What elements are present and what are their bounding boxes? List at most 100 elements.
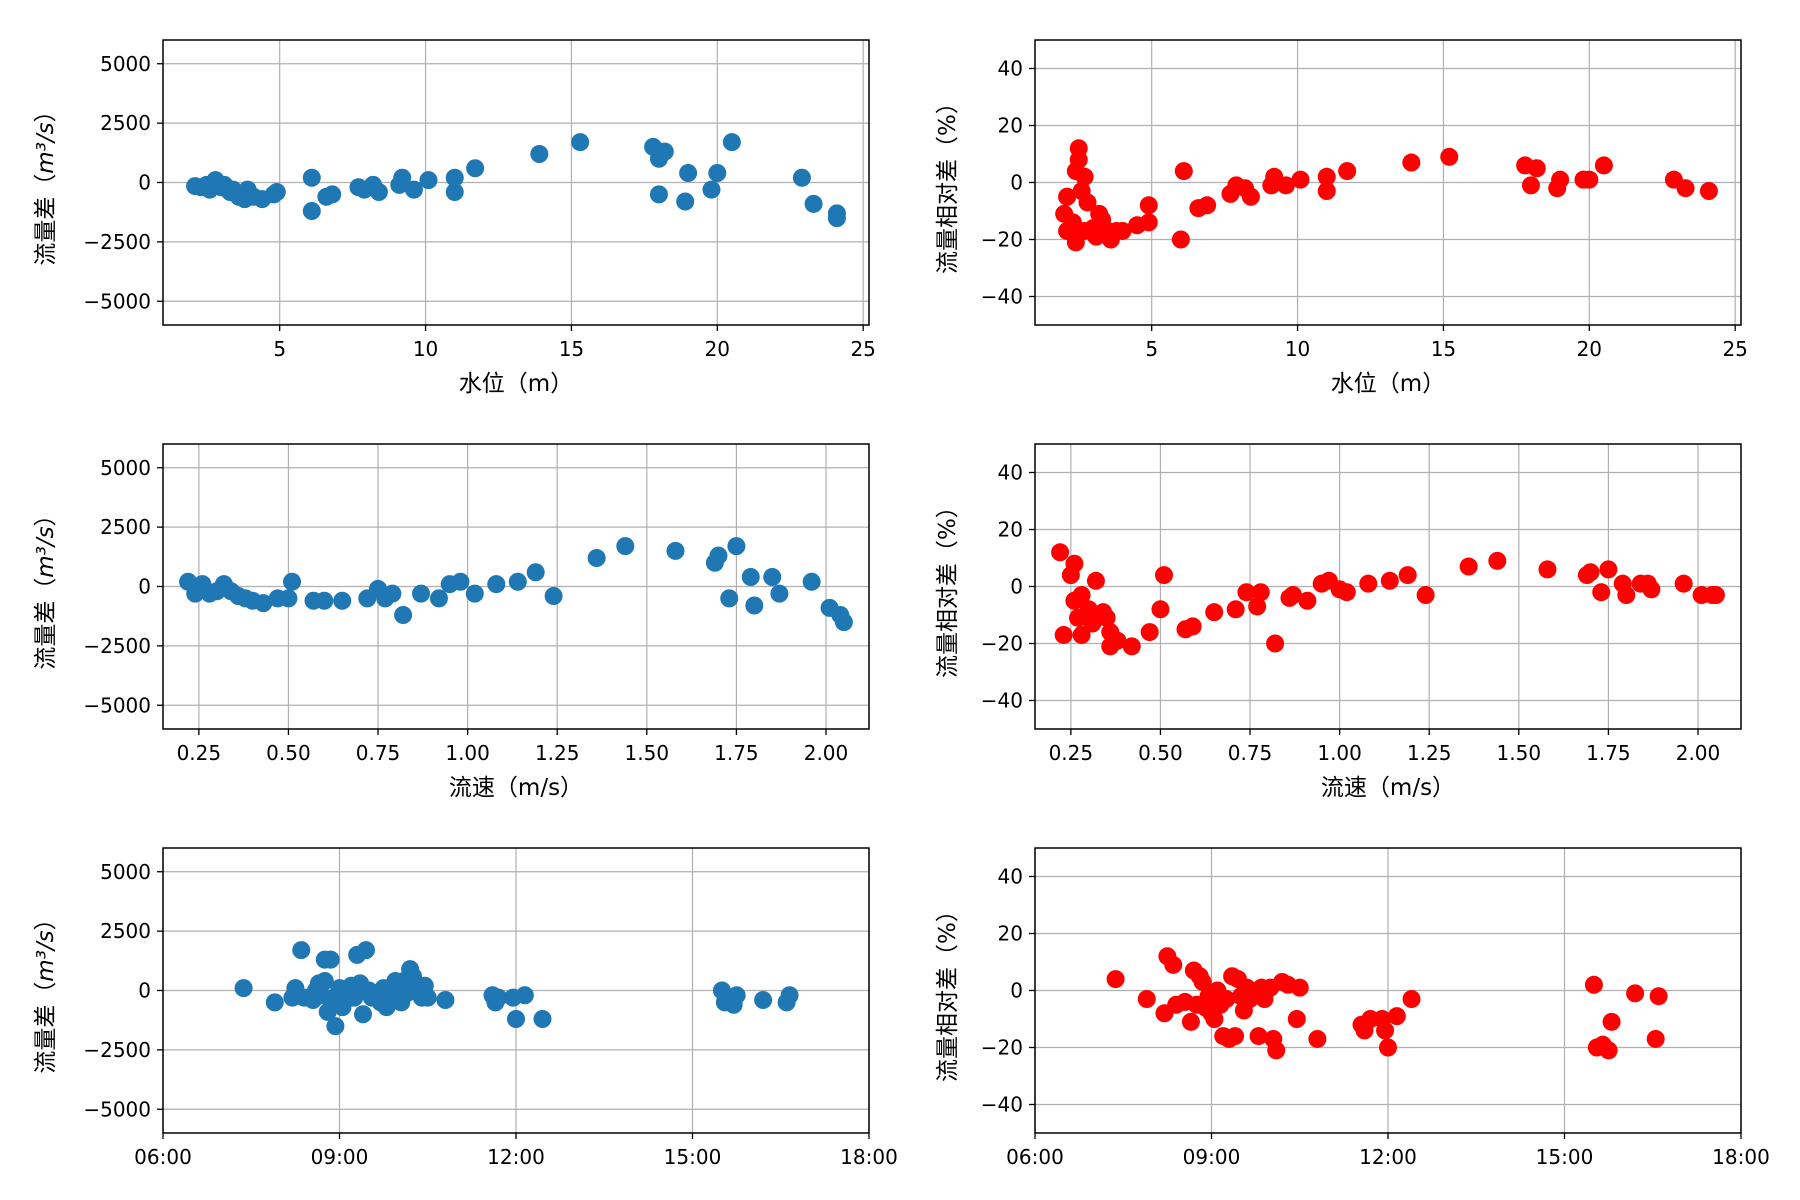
data-point [323,185,342,204]
x-tick-label: 1.75 [714,741,759,765]
data-point [1617,586,1636,605]
data-point [770,584,789,603]
data-point [1676,179,1695,198]
data-point [1581,563,1600,582]
data-point [436,991,455,1009]
x-tick-label: 0.75 [356,741,401,765]
data-point [254,594,273,613]
data-point [709,546,728,565]
data-point [315,591,334,610]
data-point [404,180,423,199]
x-tick-label: 1.25 [535,741,580,765]
data-point [1097,608,1116,627]
data-point [1338,162,1357,181]
data-point [1308,1029,1327,1048]
panel-velocity-rel: 0.25 0.50 0.75 1.00 1.25 1.50 1.75 2.00 −40 −20 0 2… [935,443,1742,801]
y-tick-label: −40 [981,689,1023,713]
y-tick-label: 0 [138,979,151,1003]
data-point [1551,170,1570,189]
y-tick-label: 2500 [100,919,151,943]
y-axis-label: 流量差（m³/s） [33,503,59,669]
y-tick-label: 40 [998,57,1023,81]
x-tick-label: 20 [1577,337,1602,361]
y-tick-label: −2500 [83,230,151,254]
y-tick-label: −40 [981,1093,1023,1117]
data-point [1137,990,1156,1009]
data-point [292,941,311,960]
y-tick-label: −2500 [83,1038,151,1062]
data-point [754,991,773,1009]
data-point [745,596,764,615]
data-point [1699,182,1718,201]
data-point [1108,631,1127,650]
data-point [827,209,846,228]
y-axis-label: 流量相对差（%） [935,91,961,274]
data-point [1122,637,1141,656]
x-tick-label: 10 [1285,337,1310,361]
y-tick-label: 5000 [100,52,151,76]
x-tick-label: 18:00 [840,1145,898,1169]
data-point [1241,187,1260,206]
x-tick-label: 5 [1145,337,1158,361]
x-tick-label: 0.75 [1228,741,1273,765]
data-point [533,1010,552,1028]
x-tick-label: 5 [273,337,286,361]
data-point [515,986,534,1005]
data-point [1599,560,1618,579]
data-point [419,171,438,190]
data-point [1649,987,1668,1006]
data-point [727,986,746,1005]
data-point [741,568,760,586]
data-point [1237,583,1256,602]
data-point [394,606,413,624]
data-point [508,572,527,591]
data-point [1337,583,1356,602]
data-point [412,584,431,603]
x-tick-label: 25 [850,337,875,361]
data-point [1086,571,1105,590]
y-tick-label: −5000 [83,289,151,313]
data-point [530,145,549,163]
x-tick-label: 18:00 [1712,1145,1770,1169]
data-point [708,164,727,182]
x-tick-label: 1.50 [625,741,670,765]
data-point [1291,170,1310,189]
panel-stage-rel: 5 10 15 20 25 −40 −20 0 20 40 水位（m） 流量相对差（%） [935,39,1748,397]
data-point [1602,1012,1621,1031]
x-tick-label: 09:00 [1183,1145,1241,1169]
x-tick-label: 06:00 [134,1145,192,1169]
data-point [1193,972,1212,991]
data-point [383,584,402,603]
data-point [1183,617,1202,636]
x-tick-label: 0.50 [1138,741,1183,765]
data-point [1599,1041,1618,1060]
data-point [1078,193,1097,212]
data-point [1642,580,1661,599]
data-point [356,941,375,960]
data-point [1217,990,1236,1009]
data-point [1287,1010,1306,1028]
data-point [1248,597,1267,616]
data-point [1580,170,1599,189]
data-point [1584,975,1603,994]
x-axis-label: 水位（m） [459,371,573,397]
data-point [1379,1038,1397,1057]
data-point [418,988,437,1007]
y-tick-label: 20 [998,922,1023,946]
x-tick-label: 09:00 [311,1145,369,1169]
x-tick-label: 20 [705,337,730,361]
data-point [1290,978,1309,997]
x-tick-label: 15 [1431,337,1456,361]
data-point [1380,571,1399,590]
data-point [1387,1007,1406,1026]
y-tick-label: 40 [998,461,1023,485]
data-point [1626,984,1645,1003]
data-point [451,572,470,591]
y-axis-label: 流量差（m³/s） [33,907,59,1073]
y-tick-label: 0 [1010,979,1023,1003]
x-tick-label: 0.25 [177,741,222,765]
data-point [1317,182,1336,201]
panel-time-diff: 06:00 09:00 12:00 15:00 18:00 −5000 −2500 0 2500… [33,847,898,1169]
data-point [302,168,321,187]
data-point [1181,1012,1200,1031]
